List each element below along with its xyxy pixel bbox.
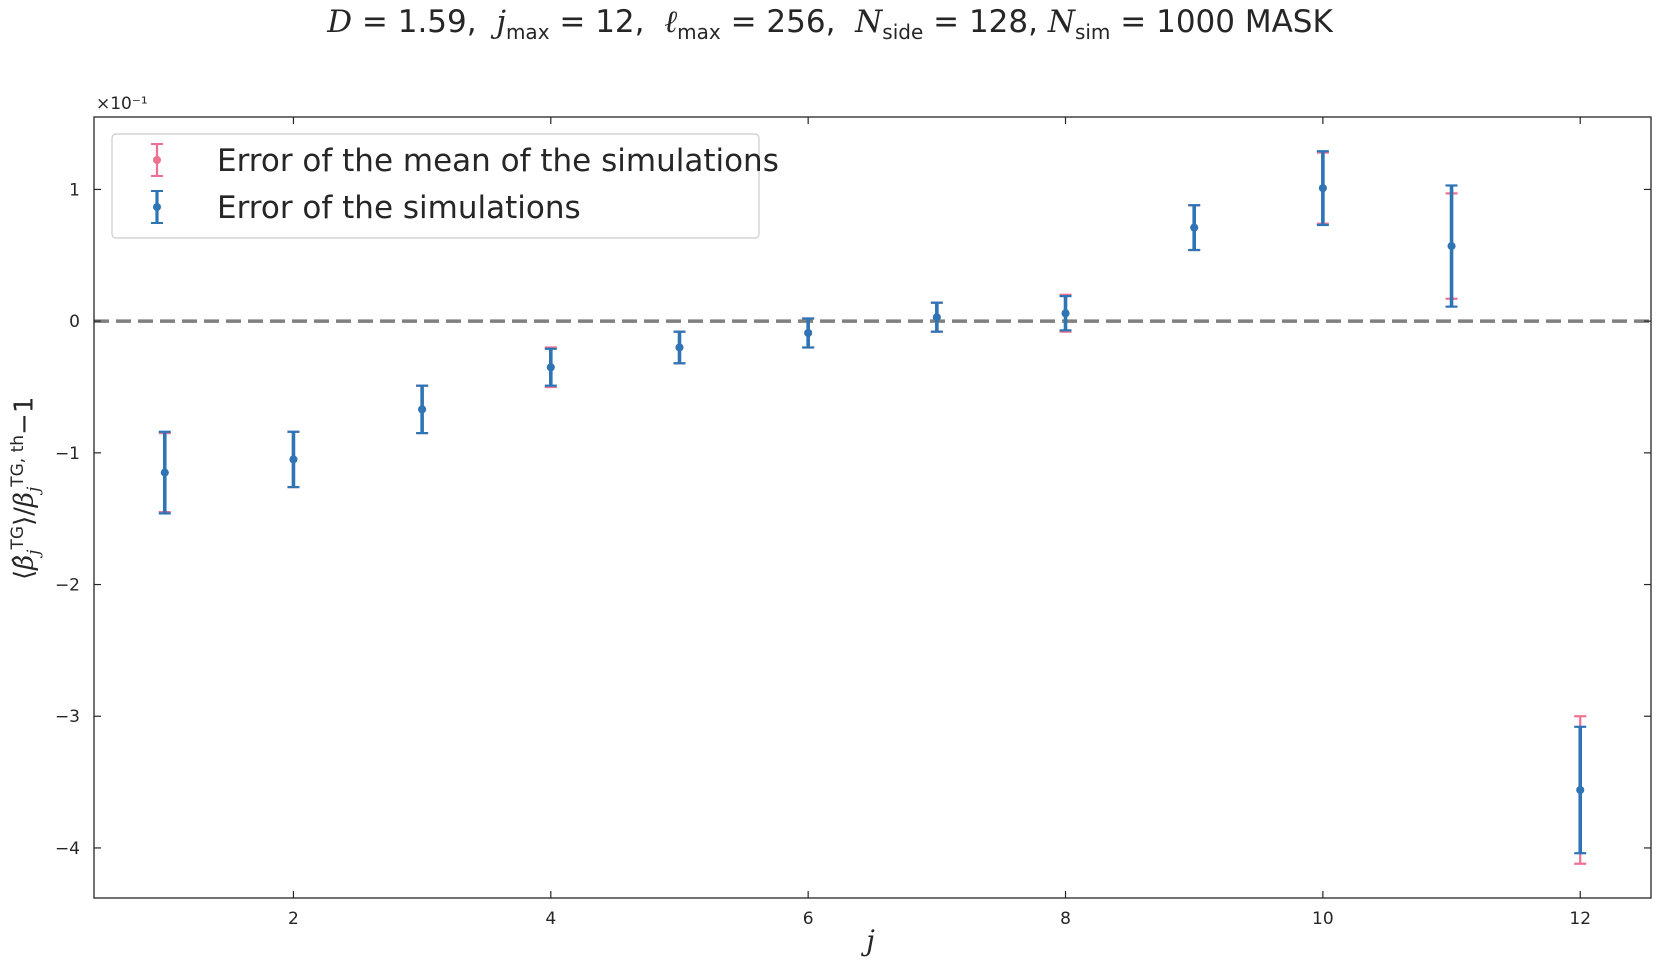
x-tick-label: 8 [1060,909,1071,929]
data-point [675,343,684,352]
x-tick-label: 2 [288,909,299,929]
series-mean-error [158,151,1587,865]
x-tick-label: 10 [1312,909,1334,929]
y-multiplier-label: ×10⁻¹ [96,94,148,114]
legend: Error of the mean of the simulations Erro… [111,133,779,239]
data-point [1447,242,1456,251]
y-tick-label: 1 [69,180,80,200]
y-tick-label: −1 [55,444,80,464]
x-tick-label: 4 [545,909,556,929]
data-point [932,313,941,322]
data-point [1061,309,1070,318]
x-axis-label: j [860,924,875,957]
legend-marker-point [153,203,161,211]
y-tick-label: 0 [69,312,80,332]
y-tick-label: −3 [55,707,80,727]
legend-box [111,133,760,239]
chart-title: D = 1.59, jmax = 12, ℓmax = 256, Nside =… [327,4,1333,45]
series-sim-error [158,150,1587,855]
data-point [804,328,813,337]
data-point [1576,786,1585,795]
data-point [418,405,427,414]
data-point [1190,223,1199,232]
x-tick-label: 6 [803,909,814,929]
y-tick-label: −2 [55,576,80,596]
legend-marker-point [153,156,161,164]
data-marks [158,150,1587,865]
data-point [289,455,298,464]
data-point [160,468,169,477]
data-point [546,363,555,372]
legend-label: Error of the simulations [217,190,581,226]
data-point [1318,184,1327,193]
x-tick-label: 12 [1569,909,1591,929]
y-tick-label: −4 [55,839,80,859]
legend-label: Error of the mean of the simulations [217,143,779,179]
plot-frame [93,116,1652,899]
